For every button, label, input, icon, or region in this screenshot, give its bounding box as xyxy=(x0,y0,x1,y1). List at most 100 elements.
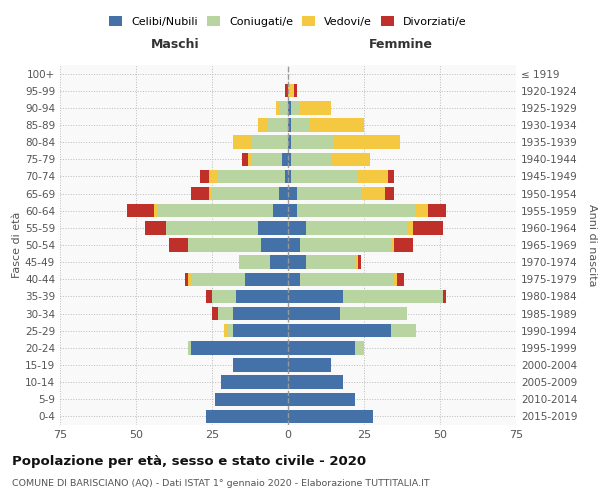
Y-axis label: Fasce di età: Fasce di età xyxy=(12,212,22,278)
Bar xyxy=(288,170,291,183)
Bar xyxy=(233,358,288,372)
Bar xyxy=(188,272,191,286)
Bar xyxy=(288,187,297,200)
Bar xyxy=(291,101,300,114)
Bar xyxy=(288,290,343,303)
Bar xyxy=(358,170,388,183)
Bar xyxy=(245,272,288,286)
Bar xyxy=(361,187,385,200)
Bar xyxy=(288,307,340,320)
Bar xyxy=(355,341,364,354)
Bar xyxy=(233,136,251,149)
Bar xyxy=(288,256,306,269)
Bar xyxy=(394,238,413,252)
Bar xyxy=(212,187,279,200)
Bar xyxy=(212,290,236,303)
Bar xyxy=(358,256,361,269)
Bar xyxy=(288,341,355,354)
Bar xyxy=(288,204,297,218)
Bar xyxy=(413,221,443,234)
Bar xyxy=(188,238,260,252)
Bar xyxy=(191,341,288,354)
Bar xyxy=(169,238,188,252)
Bar xyxy=(227,324,233,338)
Bar xyxy=(221,376,288,389)
Bar xyxy=(206,290,212,303)
Bar xyxy=(397,272,404,286)
Bar xyxy=(257,118,267,132)
Bar xyxy=(248,152,251,166)
Bar xyxy=(300,238,391,252)
Bar xyxy=(297,204,416,218)
Bar xyxy=(416,204,428,218)
Bar xyxy=(154,204,157,218)
Text: COMUNE DI BARISCIANO (AQ) - Dati ISTAT 1° gennaio 2020 - Elaborazione TUTTITALIA: COMUNE DI BARISCIANO (AQ) - Dati ISTAT 1… xyxy=(12,479,430,488)
Bar xyxy=(288,84,294,98)
Bar xyxy=(288,358,331,372)
Bar xyxy=(218,307,233,320)
Bar xyxy=(209,187,212,200)
Bar xyxy=(282,152,288,166)
Bar xyxy=(260,238,288,252)
Text: Maschi: Maschi xyxy=(151,38,200,51)
Bar xyxy=(291,136,334,149)
Bar xyxy=(270,256,288,269)
Bar xyxy=(291,118,309,132)
Bar xyxy=(391,238,394,252)
Bar xyxy=(191,187,209,200)
Bar xyxy=(300,101,331,114)
Bar xyxy=(388,170,394,183)
Bar xyxy=(233,307,288,320)
Bar xyxy=(251,136,288,149)
Y-axis label: Anni di nascita: Anni di nascita xyxy=(587,204,597,286)
Bar xyxy=(288,324,391,338)
Bar xyxy=(233,324,288,338)
Bar xyxy=(443,290,446,303)
Bar xyxy=(407,221,413,234)
Bar xyxy=(127,204,154,218)
Bar xyxy=(288,410,373,423)
Bar xyxy=(224,324,227,338)
Bar xyxy=(394,272,397,286)
Bar xyxy=(306,221,407,234)
Bar xyxy=(145,221,166,234)
Bar xyxy=(212,307,218,320)
Bar xyxy=(288,136,291,149)
Bar xyxy=(334,136,400,149)
Bar xyxy=(331,152,370,166)
Bar xyxy=(428,204,446,218)
Text: Popolazione per età, sesso e stato civile - 2020: Popolazione per età, sesso e stato civil… xyxy=(12,455,366,468)
Legend: Celibi/Nubili, Coniugati/e, Vedovi/e, Divorziati/e: Celibi/Nubili, Coniugati/e, Vedovi/e, Di… xyxy=(106,13,470,30)
Bar xyxy=(166,221,257,234)
Bar xyxy=(297,187,361,200)
Bar xyxy=(236,290,288,303)
Bar xyxy=(391,324,416,338)
Bar xyxy=(257,221,288,234)
Bar xyxy=(355,256,358,269)
Bar xyxy=(239,256,270,269)
Bar xyxy=(343,290,443,303)
Bar xyxy=(188,341,191,354)
Bar xyxy=(288,376,343,389)
Bar xyxy=(157,204,273,218)
Bar xyxy=(288,238,300,252)
Bar xyxy=(385,187,394,200)
Bar xyxy=(288,101,291,114)
Bar xyxy=(285,170,288,183)
Bar xyxy=(276,101,279,114)
Text: Femmine: Femmine xyxy=(368,38,433,51)
Bar xyxy=(294,84,297,98)
Bar xyxy=(279,187,288,200)
Bar xyxy=(340,307,407,320)
Bar xyxy=(288,221,306,234)
Bar xyxy=(267,118,288,132)
Bar xyxy=(288,118,291,132)
Bar xyxy=(215,392,288,406)
Bar xyxy=(218,170,285,183)
Bar xyxy=(242,152,248,166)
Bar xyxy=(291,152,331,166)
Bar xyxy=(288,152,291,166)
Bar xyxy=(288,272,300,286)
Bar xyxy=(306,256,355,269)
Bar xyxy=(273,204,288,218)
